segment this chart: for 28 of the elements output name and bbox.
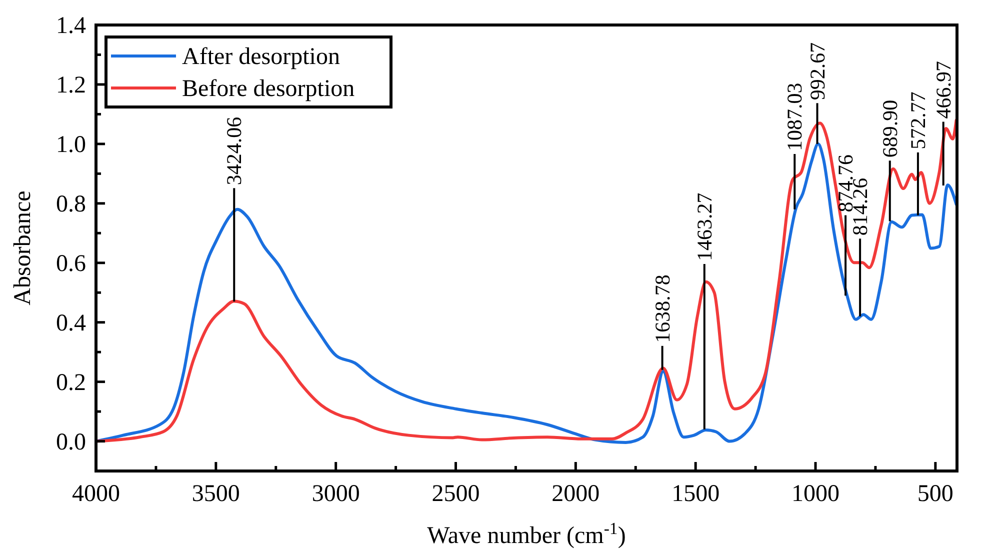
- annotation: 1087.03: [782, 82, 807, 151]
- y-tick-label: 1.4: [56, 13, 86, 39]
- legend-label: Before desorption: [182, 76, 355, 102]
- x-tick-label: 500: [917, 481, 954, 507]
- x-tick-label: 3500: [192, 481, 240, 507]
- annotation: 689.90: [878, 100, 902, 158]
- x-tick-label: 3000: [312, 481, 360, 507]
- annotation: 572.77: [906, 92, 930, 150]
- y-tick-label: 0.8: [56, 191, 86, 218]
- x-tick-label: 2500: [432, 481, 480, 507]
- y-tick-label: 1.0: [56, 132, 86, 158]
- y-axis-title: Absorbance: [10, 190, 36, 306]
- y-tick-label: 0.6: [56, 250, 86, 277]
- annotation: 992.67: [805, 42, 830, 100]
- y-tick-label: 1.2: [56, 72, 86, 98]
- annotation: 3424.06: [222, 116, 246, 186]
- x-tick-label: 4000: [72, 481, 120, 507]
- x-tick-label: 1500: [672, 481, 720, 507]
- annotation: 1463.27: [692, 192, 716, 262]
- annotation: 466.97: [931, 60, 956, 119]
- y-tick-label: 0.2: [56, 370, 86, 396]
- y-tick-label: 0.0: [56, 429, 86, 456]
- legend-label: After desorption: [182, 44, 340, 70]
- x-tick-label: 2000: [552, 481, 600, 507]
- x-axis-title: Wave number (cm$^{-1}$): [427, 518, 626, 549]
- y-tick-label: 0.4: [56, 310, 86, 336]
- annotation: 1638.78: [650, 274, 674, 343]
- x-tick-label: 1000: [792, 481, 840, 507]
